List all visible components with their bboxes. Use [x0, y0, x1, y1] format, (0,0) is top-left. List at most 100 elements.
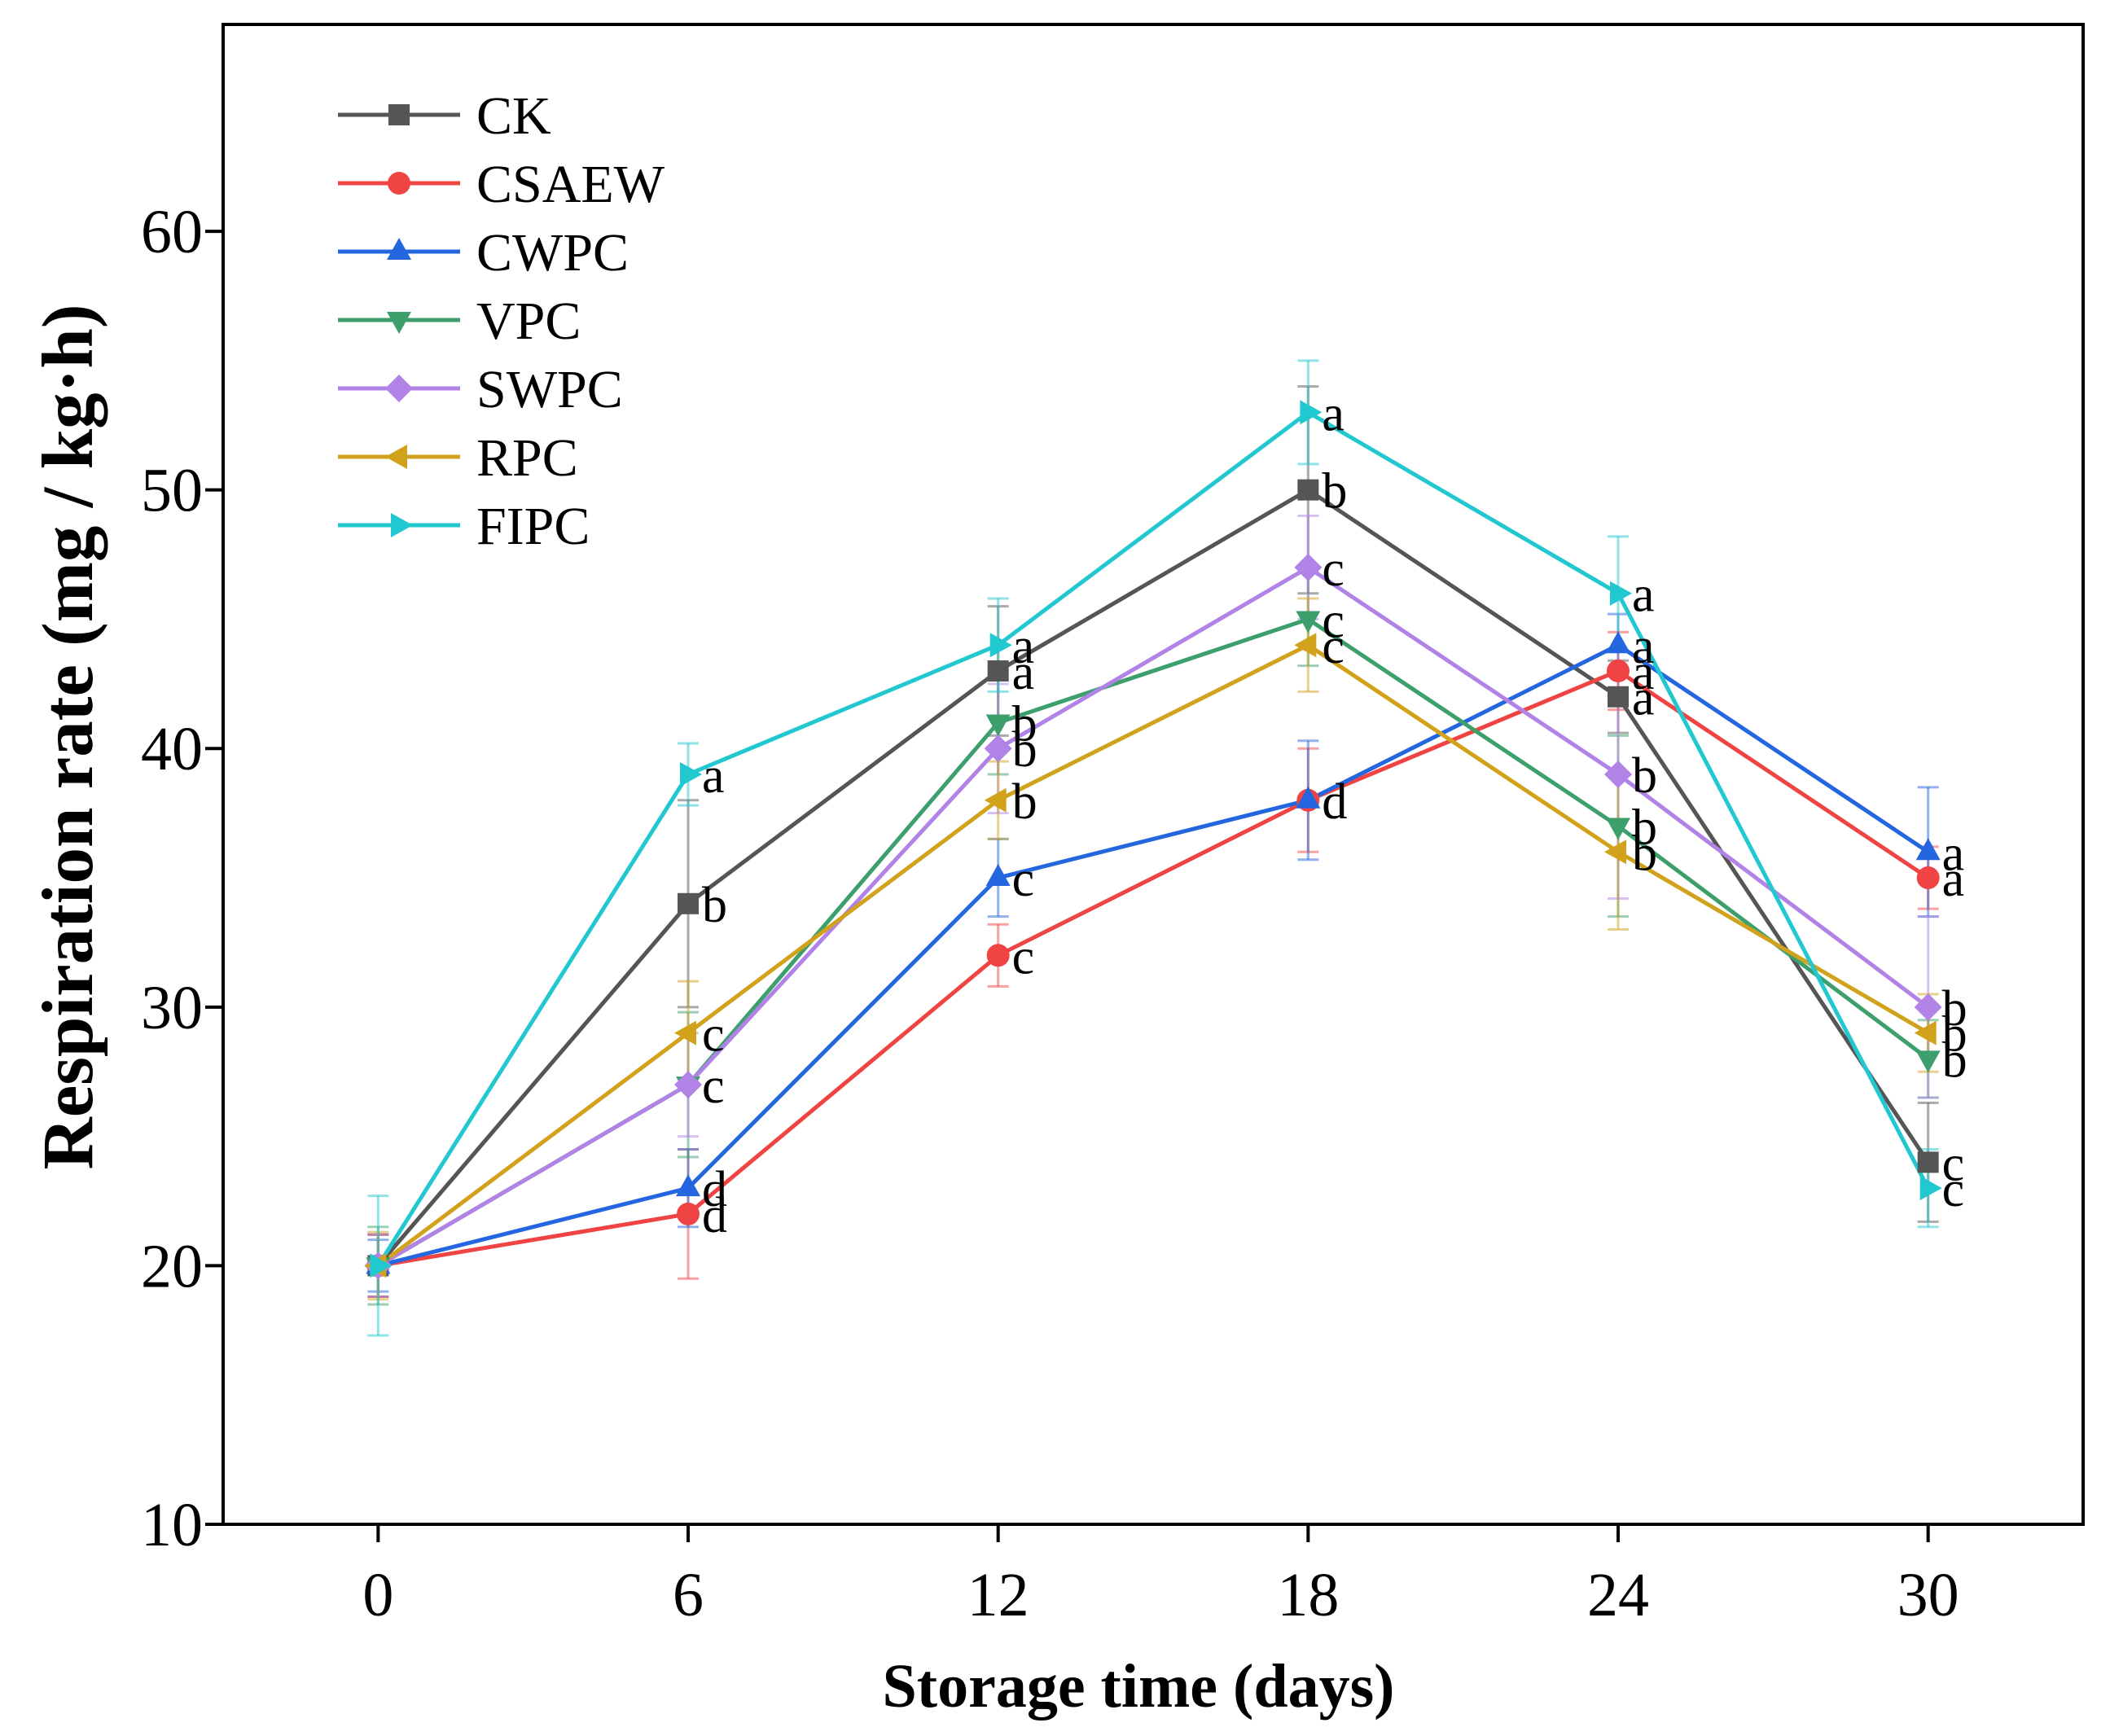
legend-entry-cwpc: CWPC	[338, 223, 629, 283]
vpc-marker-day-24	[1606, 818, 1630, 840]
legend-entry-fipc: FIPC	[338, 497, 590, 556]
swpc-significance-label-day-30: b	[1942, 981, 1967, 1037]
fipc-marker-day-0	[370, 1253, 393, 1278]
csaew-marker-day-12	[986, 944, 1010, 967]
csaew-marker-day-30	[1916, 866, 1940, 890]
legend-marker-cwpc	[387, 238, 411, 260]
legend-entry-csaew: CSAEW	[338, 155, 665, 214]
y-tick-label-30: 30	[141, 974, 203, 1042]
legend-marker-ck	[388, 104, 410, 125]
swpc-significance-label-day-6: c	[702, 1059, 725, 1114]
swpc-marker-day-12	[984, 734, 1012, 763]
rpc-significance-label-day-30: b	[1942, 1007, 1967, 1063]
cwpc-significance-label-day-24: a	[1632, 619, 1655, 674]
legend-entry-rpc: RPC	[338, 428, 578, 488]
fipc-marker-day-6	[680, 762, 702, 787]
fipc-significance-label-day-30: c	[1942, 1162, 1965, 1217]
ck-marker-day-12	[987, 660, 1009, 682]
x-tick-label-18: 18	[1277, 1561, 1339, 1629]
series-markers	[364, 400, 1942, 1280]
x-tick-label-24: 24	[1587, 1561, 1649, 1629]
legend-marker-swpc	[385, 375, 413, 402]
legend-label-vpc: VPC	[476, 292, 581, 351]
csaew-significance-label-day-6: d	[702, 1188, 727, 1243]
vpc-significance-label-day-6: c	[702, 1059, 725, 1114]
x-axis-ticks: 0 6 12 18 24 30	[362, 1524, 1959, 1629]
x-tick-label-12: 12	[967, 1561, 1029, 1629]
ck-marker-day-6	[678, 892, 699, 914]
fipc-marker-day-18	[1300, 400, 1323, 425]
rpc-marker-day-12	[984, 787, 1007, 813]
y-tick-label-40: 40	[141, 715, 203, 783]
error-bars	[367, 359, 1939, 1337]
csaew-line	[377, 669, 1930, 1268]
swpc-marker-day-24	[1604, 761, 1632, 788]
ck-marker-day-18	[1297, 479, 1319, 501]
fipc-line	[376, 410, 1930, 1267]
fipc-significance-label-day-24: a	[1632, 568, 1655, 623]
plot-frame	[222, 23, 2085, 1526]
csaew-significance-label-day-18: d	[1322, 774, 1347, 830]
swpc-marker-day-6	[674, 1071, 702, 1099]
x-tick-label-6: 6	[673, 1561, 704, 1629]
cwpc-marker-day-30	[1915, 838, 1941, 861]
legend-label-ck: CK	[476, 86, 551, 146]
swpc-marker-day-30	[1914, 993, 1942, 1021]
legend-marker-rpc	[385, 445, 407, 469]
x-tick-label-0: 0	[362, 1561, 393, 1629]
x-axis-title: Storage time (days)	[883, 1652, 1395, 1721]
rpc-significance-label-day-24: b	[1632, 826, 1657, 881]
csaew-significance-label-day-30: a	[1942, 852, 1965, 907]
fipc-marker-day-30	[1919, 1176, 1942, 1201]
csaew-significance-label-day-12: c	[1012, 929, 1035, 984]
vpc-marker-day-18	[1296, 611, 1321, 633]
cwpc-significance-label-day-18: d	[1322, 774, 1347, 830]
legend-label-rpc: RPC	[476, 428, 578, 488]
fipc-marker-day-24	[1610, 581, 1632, 606]
ck-significance-label-day-6: b	[702, 878, 727, 933]
vpc-marker-day-12	[985, 714, 1011, 737]
y-tick-label-20: 20	[141, 1232, 203, 1300]
y-axis-ticks: 10 20 30 40 50 60	[141, 198, 223, 1559]
swpc-line	[377, 565, 1930, 1268]
swpc-significance-label-day-24: b	[1632, 748, 1657, 804]
legend-label-fipc: FIPC	[476, 497, 590, 556]
ck-significance-label-day-12: a	[1012, 645, 1035, 700]
csaew-significance-label-day-24: a	[1632, 645, 1655, 700]
fipc-marker-day-12	[989, 633, 1012, 658]
rpc-significance-label-day-18: c	[1322, 619, 1345, 674]
fipc-significance-label-day-6: a	[702, 748, 725, 804]
y-tick-label-10: 10	[141, 1491, 203, 1559]
vpc-significance-label-day-24: b	[1632, 800, 1657, 856]
cwpc-significance-label-day-6: d	[702, 1162, 727, 1217]
legend: CK CSAEW CWPC VPC SWPC RPC FIPC	[338, 86, 665, 556]
y-tick-label-50: 50	[141, 457, 203, 525]
cwpc-significance-label-day-30: a	[1942, 826, 1965, 881]
legend-marker-vpc	[387, 312, 411, 334]
legend-entry-swpc: SWPC	[338, 360, 623, 419]
fipc-significance-label-day-18: a	[1322, 386, 1345, 441]
csaew-marker-day-24	[1607, 659, 1630, 682]
vpc-significance-label-day-18: c	[1322, 593, 1345, 648]
rpc-marker-day-18	[1294, 633, 1317, 658]
legend-entry-ck: CK	[338, 86, 551, 146]
cwpc-significance-label-day-12: c	[1012, 852, 1035, 907]
swpc-significance-label-day-18: c	[1322, 541, 1345, 597]
swpc-marker-day-18	[1294, 553, 1323, 581]
ck-marker-day-24	[1608, 686, 1629, 708]
ck-line	[376, 488, 1930, 1268]
rpc-line	[376, 642, 1929, 1268]
cwpc-marker-day-24	[1606, 631, 1630, 654]
y-tick-label-60: 60	[141, 198, 203, 266]
ck-significance-label-day-18: b	[1322, 464, 1347, 519]
cwpc-marker-day-12	[985, 864, 1011, 887]
rpc-significance-label-day-12: b	[1012, 774, 1037, 830]
ck-significance-label-day-30: c	[1942, 1136, 1965, 1191]
rpc-marker-day-6	[674, 1020, 696, 1046]
vpc-significance-label-day-12: b	[1012, 696, 1037, 752]
vpc-marker-day-30	[1915, 1050, 1941, 1073]
series-lines	[376, 410, 1930, 1268]
